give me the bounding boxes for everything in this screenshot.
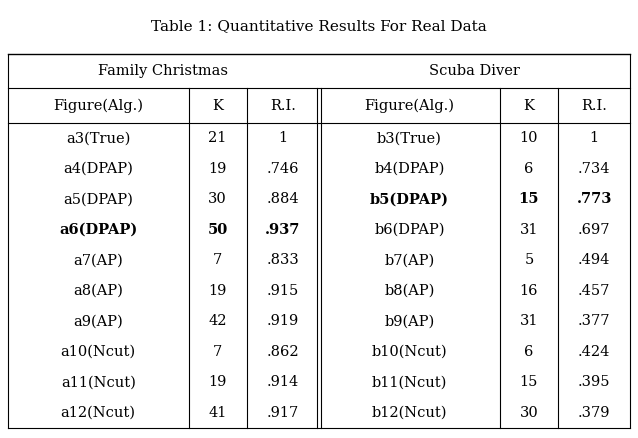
Text: R.I.: R.I. [270, 99, 296, 113]
Text: K: K [523, 99, 535, 113]
Text: a4(DPAP): a4(DPAP) [63, 162, 133, 176]
Text: .937: .937 [265, 223, 300, 237]
Text: .734: .734 [578, 162, 611, 176]
Text: a9(AP): a9(AP) [73, 314, 123, 328]
Text: 6: 6 [524, 345, 533, 359]
Text: b8(AP): b8(AP) [384, 284, 434, 298]
Text: .917: .917 [267, 406, 299, 420]
Text: 41: 41 [209, 406, 227, 420]
Text: .773: .773 [576, 192, 612, 206]
Text: .862: .862 [267, 345, 299, 359]
Text: 19: 19 [209, 284, 227, 298]
Text: .377: .377 [578, 314, 611, 328]
Text: Figure(Alg.): Figure(Alg.) [53, 99, 143, 113]
Text: a10(Ncut): a10(Ncut) [61, 345, 136, 359]
Text: 21: 21 [209, 131, 227, 145]
Text: a8(AP): a8(AP) [73, 284, 123, 298]
Text: 6: 6 [524, 162, 533, 176]
Text: Scuba Diver: Scuba Diver [429, 64, 520, 78]
Text: R.I.: R.I. [581, 99, 607, 113]
Text: Table 1: Quantitative Results For Real Data: Table 1: Quantitative Results For Real D… [151, 19, 487, 33]
Text: 31: 31 [520, 223, 538, 237]
Text: .494: .494 [578, 253, 611, 267]
Text: Family Christmas: Family Christmas [98, 64, 228, 78]
Text: K: K [212, 99, 223, 113]
Text: 50: 50 [207, 223, 228, 237]
Text: b5(DPAP): b5(DPAP) [370, 192, 449, 206]
Text: b7(AP): b7(AP) [384, 253, 434, 267]
Text: .919: .919 [267, 314, 299, 328]
Text: a5(DPAP): a5(DPAP) [63, 192, 133, 206]
Text: 30: 30 [208, 192, 227, 206]
Text: 7: 7 [213, 253, 222, 267]
Text: .746: .746 [267, 162, 299, 176]
Text: 7: 7 [213, 345, 222, 359]
Text: b4(DPAP): b4(DPAP) [375, 162, 445, 176]
Text: .915: .915 [267, 284, 299, 298]
Text: 15: 15 [519, 192, 539, 206]
Text: 42: 42 [209, 314, 227, 328]
Text: 19: 19 [209, 375, 227, 389]
Text: a12(Ncut): a12(Ncut) [61, 406, 136, 420]
Text: 1: 1 [590, 131, 598, 145]
Text: 10: 10 [520, 131, 538, 145]
Text: .833: .833 [267, 253, 299, 267]
Text: 15: 15 [520, 375, 538, 389]
Text: .697: .697 [578, 223, 611, 237]
Text: .457: .457 [578, 284, 611, 298]
Text: 1: 1 [278, 131, 287, 145]
Text: b3(True): b3(True) [377, 131, 442, 145]
Text: .884: .884 [267, 192, 299, 206]
Text: 16: 16 [520, 284, 538, 298]
Text: b11(Ncut): b11(Ncut) [372, 375, 447, 389]
Text: Figure(Alg.): Figure(Alg.) [364, 99, 454, 113]
Text: b6(DPAP): b6(DPAP) [375, 223, 445, 237]
Text: a3(True): a3(True) [66, 131, 130, 145]
Text: 19: 19 [209, 162, 227, 176]
Text: .379: .379 [578, 406, 611, 420]
Text: .914: .914 [267, 375, 299, 389]
Text: 30: 30 [519, 406, 538, 420]
Text: b9(AP): b9(AP) [384, 314, 434, 328]
Text: b12(Ncut): b12(Ncut) [372, 406, 447, 420]
Text: a11(Ncut): a11(Ncut) [61, 375, 136, 389]
Text: a7(AP): a7(AP) [73, 253, 123, 267]
Text: 31: 31 [520, 314, 538, 328]
Text: .424: .424 [578, 345, 611, 359]
Text: b10(Ncut): b10(Ncut) [372, 345, 447, 359]
Text: a6(DPAP): a6(DPAP) [59, 223, 137, 237]
Text: 5: 5 [524, 253, 533, 267]
Text: .395: .395 [578, 375, 611, 389]
